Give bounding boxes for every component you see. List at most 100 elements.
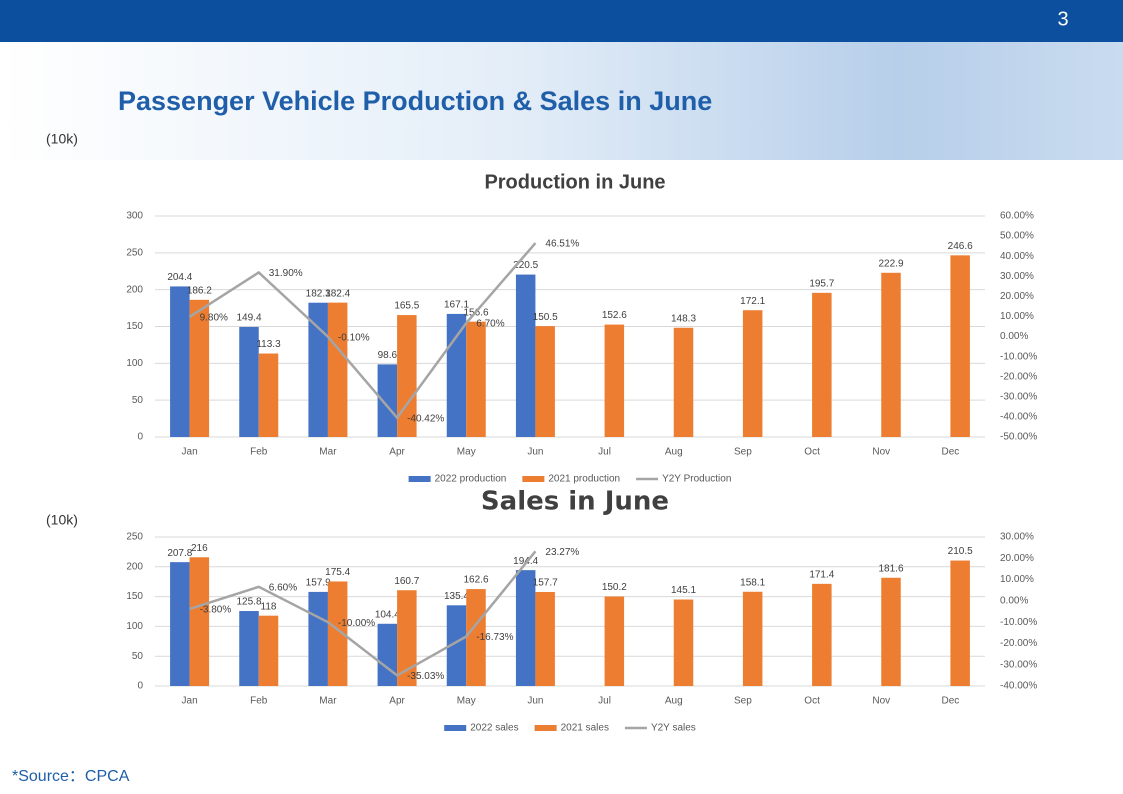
y2-tick-label: 10.00% xyxy=(1000,574,1034,585)
y2-tick-label: -30.00% xyxy=(1000,391,1037,402)
line xyxy=(188,242,537,420)
bar-value-label: 135.4 xyxy=(444,591,469,602)
x-tick-label: Mar xyxy=(319,696,337,707)
line-value-label: 31.90% xyxy=(269,268,303,279)
x-tick-label: Oct xyxy=(804,447,820,458)
bar-value-label: 104.4 xyxy=(375,609,400,620)
x-tick-label: Aug xyxy=(665,696,683,707)
header-bar xyxy=(0,0,1123,42)
bar xyxy=(673,327,694,437)
x-tick-label: May xyxy=(457,696,476,707)
bar xyxy=(397,315,417,437)
bar xyxy=(377,364,398,437)
bar-value-label: 181.6 xyxy=(878,563,903,574)
bar-value-label: 158.1 xyxy=(740,577,765,588)
bar-value-label: 125.8 xyxy=(236,597,261,608)
chart-title: Sales in June xyxy=(481,487,669,517)
y-tick-label: 200 xyxy=(126,561,143,572)
y2-tick-label: -20.00% xyxy=(1000,638,1037,649)
bar xyxy=(742,310,763,437)
x-tick-label: Oct xyxy=(804,696,820,707)
y2-tick-label: 30.00% xyxy=(1000,532,1034,543)
y2-tick-label: -10.00% xyxy=(1000,351,1037,362)
y-tick-label: 150 xyxy=(126,321,143,332)
x-tick-label: Nov xyxy=(872,696,890,707)
line-value-label: 46.51% xyxy=(545,239,579,250)
bar xyxy=(881,272,901,437)
bar-value-label: 220.5 xyxy=(513,260,538,271)
x-tick-label: Jul xyxy=(598,696,611,707)
bar-value-label: 98.6 xyxy=(378,350,398,361)
y-tick-label: 300 xyxy=(126,211,143,222)
y-tick-label: 250 xyxy=(126,247,143,258)
x-tick-label: Feb xyxy=(250,696,268,707)
bar xyxy=(515,570,536,686)
bar xyxy=(189,557,210,686)
title-band xyxy=(0,42,1123,160)
x-tick-label: Jun xyxy=(527,447,543,458)
line xyxy=(189,550,537,677)
y-tick-label: 250 xyxy=(126,532,143,543)
bar-value-label: 162.6 xyxy=(463,575,488,586)
unit-label: (10k) xyxy=(46,512,78,528)
y2-tick-label: 10.00% xyxy=(1000,311,1034,322)
bar-value-label: 157.9 xyxy=(306,578,331,589)
bar xyxy=(742,591,763,686)
bar xyxy=(239,326,259,437)
line-value-label: 23.27% xyxy=(545,547,579,558)
y2-tick-label: 40.00% xyxy=(1000,251,1034,262)
bar-value-label: 148.3 xyxy=(671,313,696,324)
x-tick-label: Sep xyxy=(734,696,752,707)
bar-value-label: 182.4 xyxy=(325,288,350,299)
bar xyxy=(881,577,901,686)
bar xyxy=(950,560,970,686)
line-value-label: -3.80% xyxy=(200,605,232,616)
legend-label: 2022 sales xyxy=(470,723,518,734)
bar xyxy=(446,605,467,686)
bar-value-label: 165.5 xyxy=(394,301,419,312)
y2-tick-label: -10.00% xyxy=(1000,617,1037,628)
y-tick-label: 50 xyxy=(132,395,144,406)
page-number: 3 xyxy=(1057,8,1068,30)
bar-value-label: 145.1 xyxy=(671,585,696,596)
bar-value-label: 152.6 xyxy=(602,310,627,321)
bar xyxy=(446,313,467,437)
bar xyxy=(397,590,417,686)
bar-value-label: 167.1 xyxy=(444,300,469,311)
y-tick-label: 0 xyxy=(137,432,143,443)
y2-tick-label: 0.00% xyxy=(1000,331,1028,342)
y2-tick-label: 50.00% xyxy=(1000,231,1034,242)
bar-value-label: 150.2 xyxy=(602,582,627,593)
legend-label: Y2Y Production xyxy=(662,474,731,485)
bar-value-label: 150.5 xyxy=(533,312,558,323)
x-tick-label: Jul xyxy=(598,447,611,458)
bar-value-label: 172.1 xyxy=(740,296,765,307)
bar xyxy=(604,596,625,686)
bar xyxy=(170,562,190,686)
legend-label: 2021 production xyxy=(548,474,620,485)
x-tick-label: Apr xyxy=(389,696,405,707)
bar-value-label: 113.3 xyxy=(256,339,281,350)
bar-value-label: 171.4 xyxy=(809,569,834,580)
y-tick-label: 50 xyxy=(132,651,144,662)
bar xyxy=(466,321,486,437)
y2-tick-label: 30.00% xyxy=(1000,271,1034,282)
bar-value-label: 210.5 xyxy=(948,546,973,557)
chart-title: Production in June xyxy=(484,171,665,193)
bar xyxy=(812,292,832,437)
bar-value-label: 149.4 xyxy=(236,313,261,324)
y-tick-label: 100 xyxy=(126,621,143,632)
x-tick-label: Feb xyxy=(250,447,268,458)
x-tick-label: Mar xyxy=(319,447,337,458)
legend-label: Y2Y sales xyxy=(651,723,696,734)
bar xyxy=(327,302,348,437)
x-tick-label: Jan xyxy=(182,447,198,458)
legend-swatch xyxy=(534,725,557,731)
y-tick-label: 200 xyxy=(126,284,143,295)
bar-value-label: 246.6 xyxy=(948,241,973,252)
y2-tick-label: 0.00% xyxy=(1000,595,1028,606)
y2-tick-label: 60.00% xyxy=(1000,211,1034,222)
y2-tick-label: 20.00% xyxy=(1000,291,1034,302)
source: *Source：CPCA xyxy=(12,768,130,785)
